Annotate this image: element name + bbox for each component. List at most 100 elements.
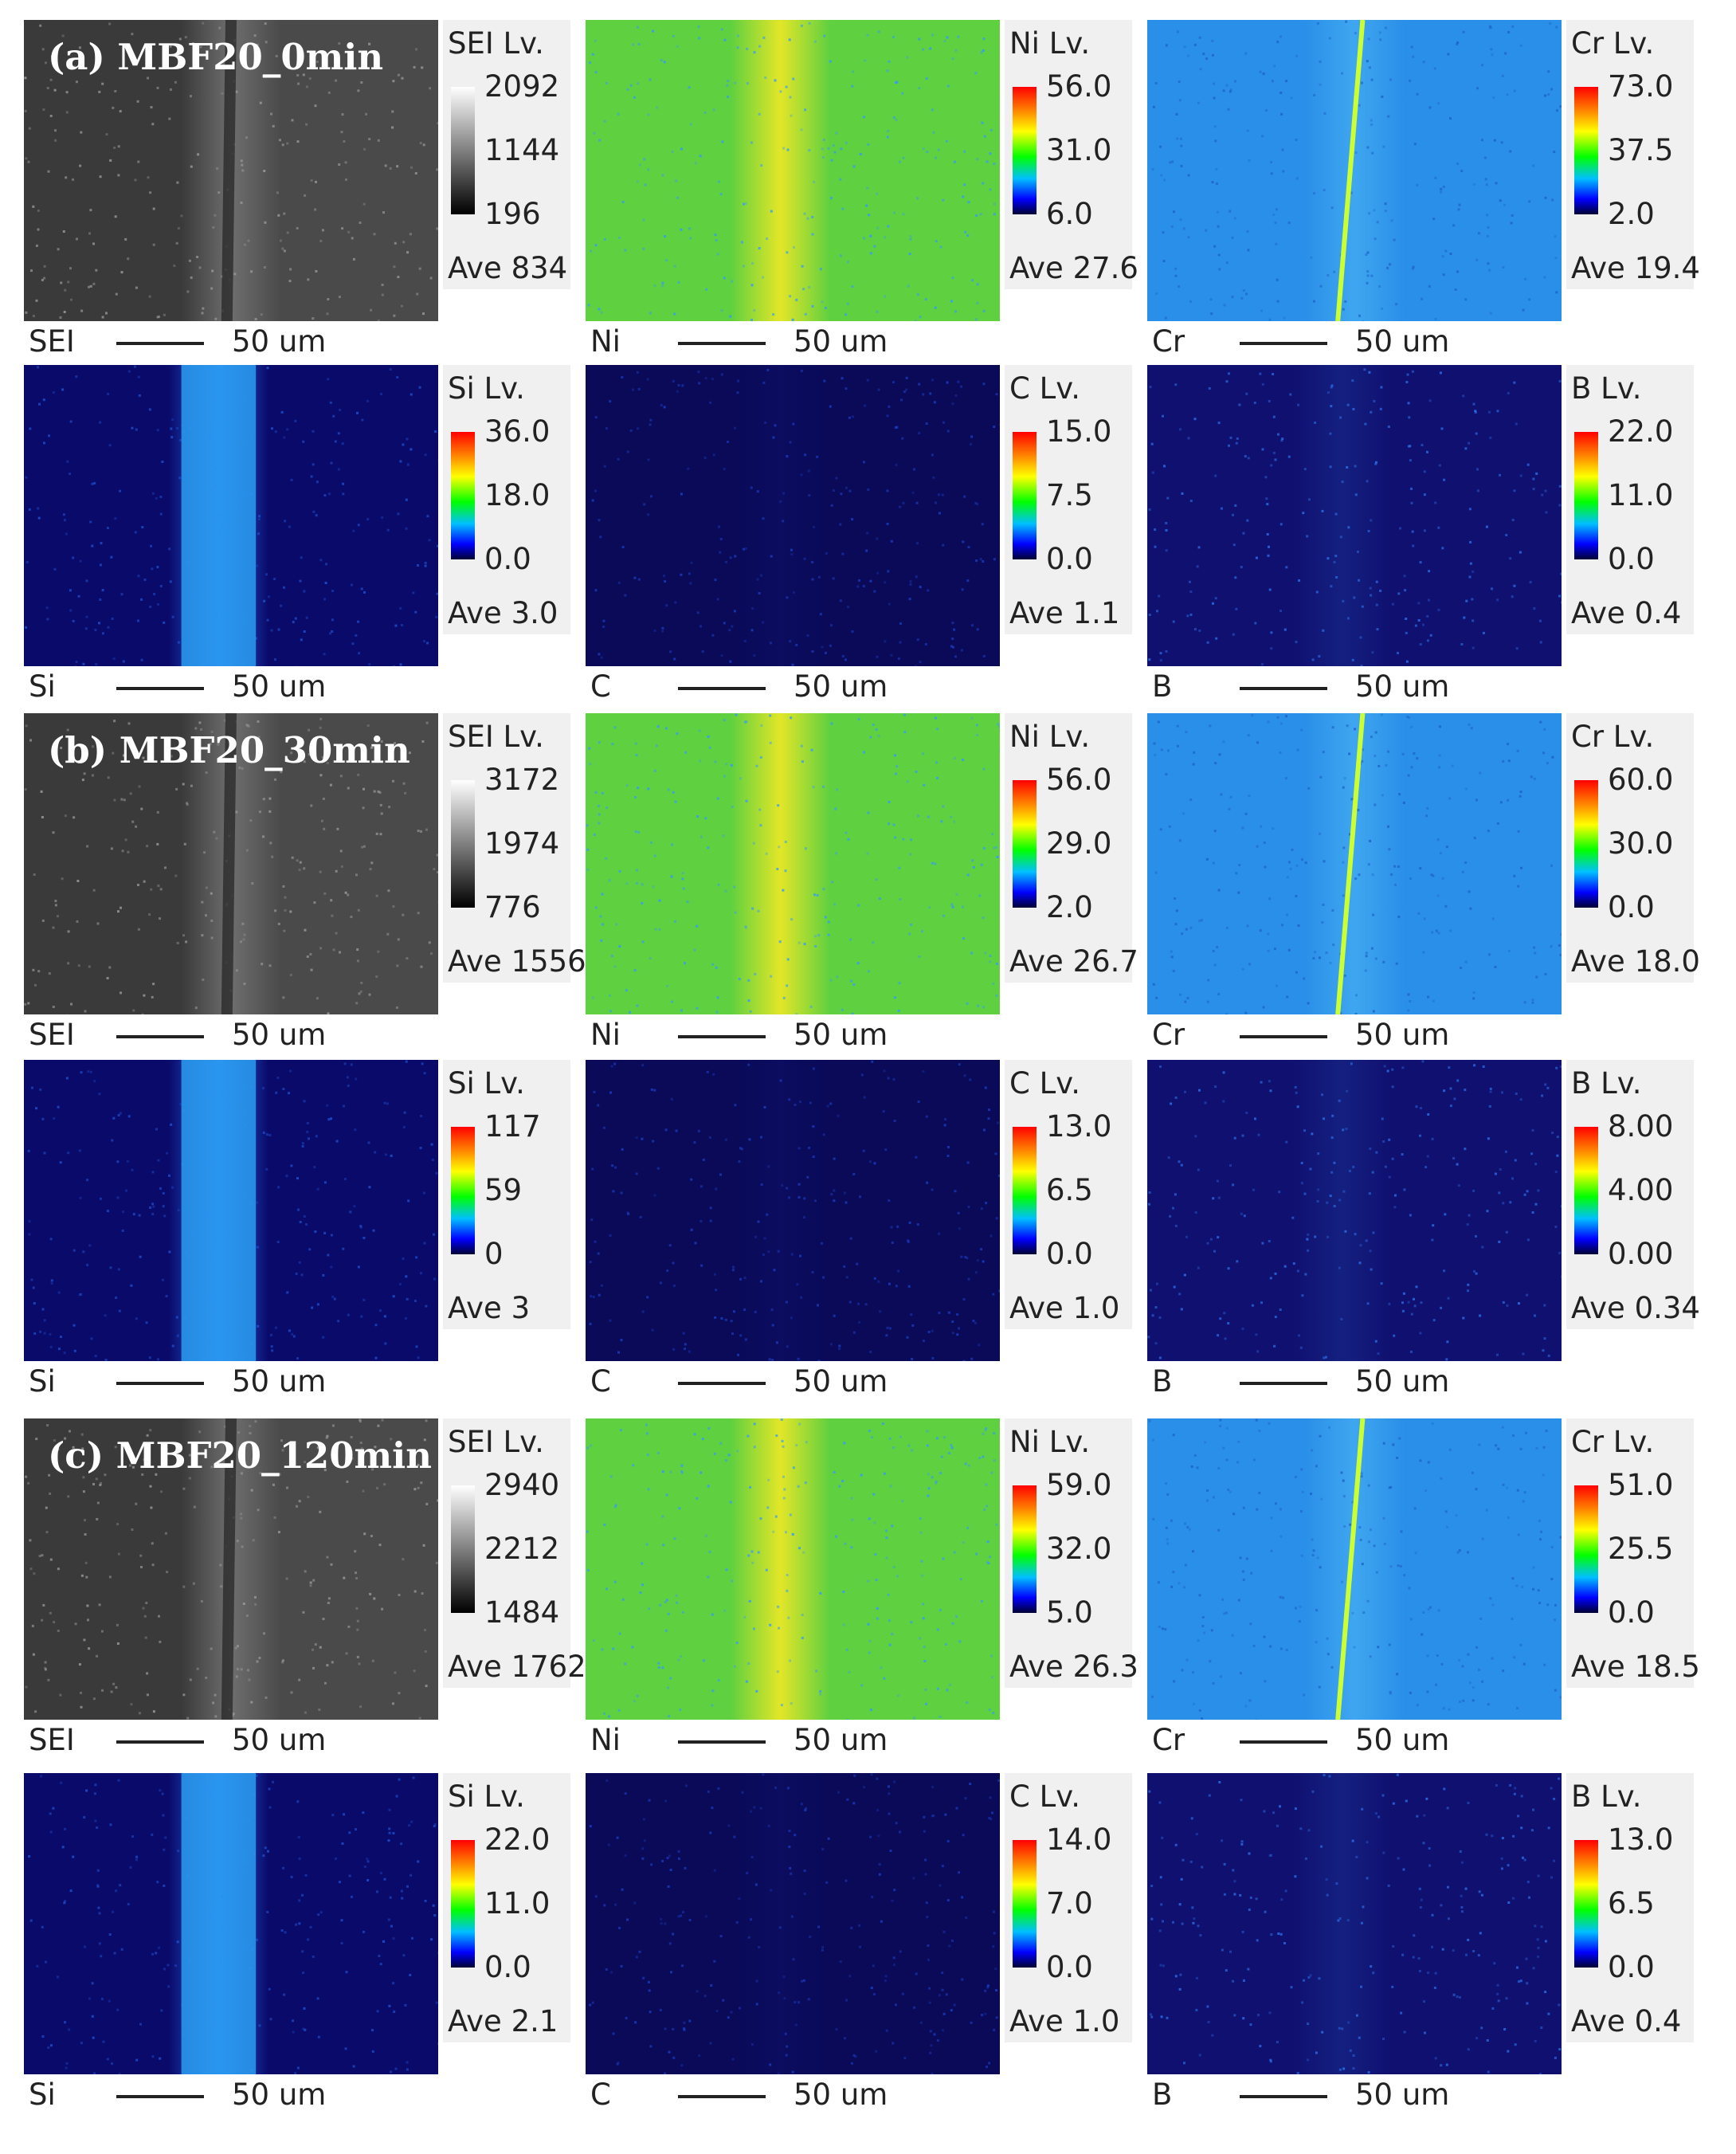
scale-bar: C 50 um [590, 669, 1005, 706]
panel-title: (c) MBF20_120min [48, 1434, 432, 1477]
scale-bar-element-label: B [1152, 1364, 1173, 1399]
colorbar-tick-label: 59 [484, 1173, 523, 1207]
colorbar-tick-label: 0.00 [1608, 1237, 1674, 1271]
scale-bar-line [116, 687, 204, 690]
level-label: SEI Lv. [448, 1425, 544, 1459]
scale-bar-length: 50 um [794, 324, 888, 359]
scale-bar-element-label: Cr [1152, 1018, 1185, 1052]
scale-bar-length: 50 um [1355, 324, 1450, 359]
average-value: Ave 27.6 [1009, 251, 1138, 285]
colorbar-tick-label: 6.0 [1046, 197, 1093, 231]
colorbar-tick-label: 0.0 [1046, 1237, 1093, 1271]
colorbar [1013, 1485, 1037, 1613]
cr-map-image [1147, 20, 1562, 321]
colorbar-tick-label: 1144 [484, 133, 560, 167]
scale-bar-element-label: SEI [29, 1723, 75, 1757]
scale-bar: SEI 50 um [29, 1723, 443, 1760]
si-map-image [24, 1060, 438, 1361]
scale-bar: B 50 um [1152, 1364, 1566, 1401]
scale-bar: Si 50 um [29, 669, 443, 706]
c-map-image [586, 1773, 1000, 2074]
colorbar [1574, 1485, 1598, 1613]
colorbar-tick-label: 0.0 [1608, 542, 1655, 576]
c-map-image [586, 1060, 1000, 1361]
colorbar-tick-label: 22.0 [484, 1822, 551, 1857]
scale-bar-length: 50 um [232, 1723, 327, 1757]
scale-bar-element-label: SEI [29, 1018, 75, 1052]
scale-bar: B 50 um [1152, 2077, 1566, 2114]
colorbar-tick-label: 776 [484, 890, 541, 924]
level-label: Cr Lv. [1571, 26, 1655, 61]
colorbar-tick-label: 2092 [484, 69, 560, 104]
scale-bar-length: 50 um [1355, 1364, 1450, 1399]
average-value: Ave 26.7 [1009, 944, 1138, 979]
average-value: Ave 26.3 [1009, 1650, 1138, 1684]
panel-title: (a) MBF20_0min [48, 36, 384, 78]
scale-bar-length: 50 um [232, 1364, 327, 1399]
scale-bar-line [1240, 1740, 1327, 1744]
colorbar [1574, 1840, 1598, 1968]
map-panel-cr-4: Cr Lv. 51.0 25.5 0.0 Ave 18.5 Cr 50 um [1147, 1418, 1700, 1760]
colorbar [1574, 432, 1598, 559]
b-map-image [1147, 1773, 1562, 2074]
cr-map-image [1147, 713, 1562, 1014]
colorbar [1574, 1127, 1598, 1254]
panel-title: (b) MBF20_30min [48, 729, 410, 771]
level-label: SEI Lv. [448, 720, 544, 754]
scale-bar-element-label: SEI [29, 324, 75, 359]
scale-bar-length: 50 um [1355, 1018, 1450, 1052]
scale-bar: Si 50 um [29, 1364, 443, 1401]
scale-bar-length: 50 um [1355, 2077, 1450, 2112]
scale-bar-line [678, 2095, 766, 2098]
level-label: B Lv. [1571, 1779, 1642, 1814]
scale-bar-line [678, 1035, 766, 1038]
map-panel-sei-0: (a) MBF20_0min SEI Lv. 2092 1144 196 Ave 834 S… [24, 20, 574, 361]
scale-bar-line [678, 1382, 766, 1385]
colorbar-tick-label: 5.0 [1046, 1595, 1093, 1630]
b-map-image [1147, 365, 1562, 666]
level-label: Si Lv. [448, 1066, 525, 1101]
average-value: Ave 3.0 [448, 596, 558, 630]
scale-bar: C 50 um [590, 1364, 1005, 1401]
colorbar-tick-label: 14.0 [1046, 1822, 1112, 1857]
colorbar-tick-label: 15.0 [1046, 414, 1112, 449]
scale-bar: SEI 50 um [29, 324, 443, 361]
scale-bar-length: 50 um [794, 1018, 888, 1052]
map-panel-ni-4: Ni Lv. 59.0 32.0 5.0 Ave 26.3 Ni 50 um [586, 1418, 1138, 1760]
map-panel-si-3: Si Lv. 117 59 0 Ave 3 Si 50 um [24, 1060, 574, 1401]
colorbar-tick-label: 1484 [484, 1595, 560, 1630]
scale-bar-line [678, 342, 766, 345]
colorbar-tick-label: 7.0 [1046, 1886, 1093, 1921]
map-panel-b-3: B Lv. 8.00 4.00 0.00 Ave 0.34 B 50 um [1147, 1060, 1700, 1401]
ni-map-image [586, 713, 1000, 1014]
colorbar-tick-label: 2.0 [1608, 197, 1655, 231]
scale-bar-element-label: C [590, 1364, 611, 1399]
level-label: C Lv. [1009, 1779, 1080, 1814]
scale-bar: Ni 50 um [590, 324, 1005, 361]
level-label: C Lv. [1009, 1066, 1080, 1101]
average-value: Ave 1.0 [1009, 2004, 1120, 2038]
average-value: Ave 3 [448, 1291, 531, 1325]
colorbar [1574, 780, 1598, 908]
map-panel-c-3: C Lv. 13.0 6.5 0.0 Ave 1.0 C 50 um [586, 1060, 1135, 1401]
colorbar-tick-label: 0.0 [484, 542, 531, 576]
scale-bar-line [678, 687, 766, 690]
scale-bar-element-label: Ni [590, 1723, 621, 1757]
colorbar-tick-label: 0.0 [484, 1950, 531, 1984]
level-label: Ni Lv. [1009, 26, 1091, 61]
map-panel-ni-0: Ni Lv. 56.0 31.0 6.0 Ave 27.6 Ni 50 um [586, 20, 1138, 361]
scale-bar: SEI 50 um [29, 1018, 443, 1054]
colorbar [1013, 87, 1037, 214]
colorbar-tick-label: 37.5 [1608, 133, 1674, 167]
colorbar [451, 432, 475, 559]
colorbar-tick-label: 25.5 [1608, 1532, 1674, 1566]
colorbar-tick-label: 36.0 [484, 414, 551, 449]
map-panel-sei-2: (b) MBF20_30min SEI Lv. 3172 1974 776 Ave 155… [24, 713, 586, 1054]
level-label: B Lv. [1571, 371, 1642, 406]
colorbar-tick-label: 11.0 [1608, 478, 1674, 512]
map-panel-cr-0: Cr Lv. 73.0 37.5 2.0 Ave 19.4 Cr 50 um [1147, 20, 1700, 361]
cr-map-image [1147, 1418, 1562, 1720]
colorbar-tick-label: 73.0 [1608, 69, 1674, 104]
scale-bar-element-label: B [1152, 669, 1173, 704]
colorbar-tick-label: 3172 [484, 763, 560, 797]
